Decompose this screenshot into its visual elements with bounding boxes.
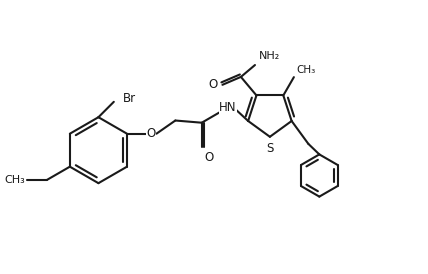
Text: CH₃: CH₃ xyxy=(4,175,25,185)
Text: Br: Br xyxy=(122,92,136,105)
Text: HN: HN xyxy=(220,101,237,114)
Text: S: S xyxy=(266,142,273,155)
Text: NH₂: NH₂ xyxy=(259,51,281,61)
Text: O: O xyxy=(204,151,213,164)
Text: O: O xyxy=(146,127,156,140)
Text: CH₃: CH₃ xyxy=(296,65,315,75)
Text: O: O xyxy=(209,78,218,91)
